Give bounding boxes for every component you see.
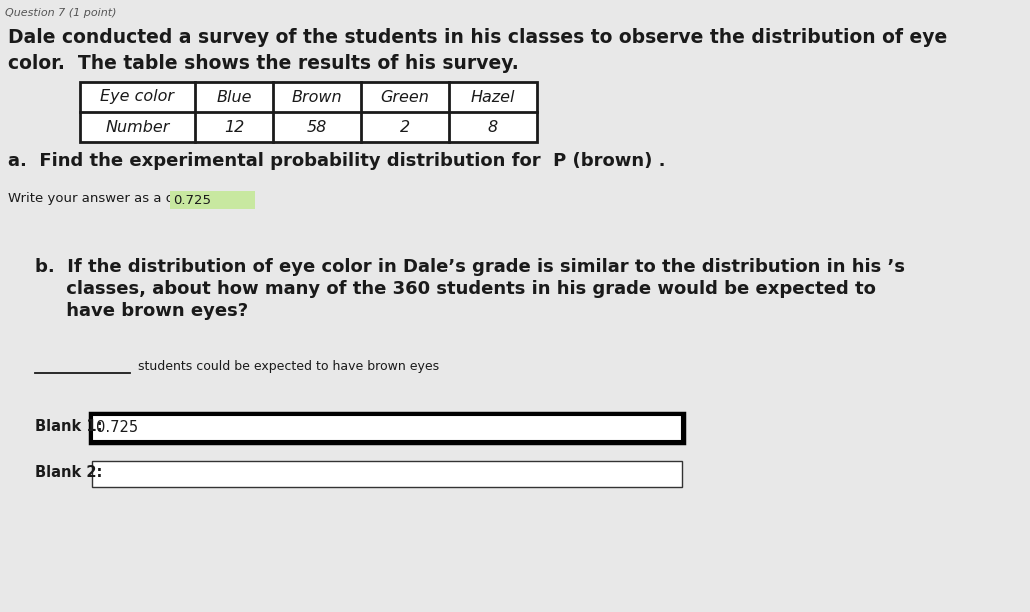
FancyBboxPatch shape [92,461,682,487]
Text: color.  The table shows the results of his survey.: color. The table shows the results of hi… [8,54,519,73]
Text: classes, about how many of the 360 students in his grade would be expected to: classes, about how many of the 360 stude… [35,280,875,298]
Text: a.  Find the experimental probability distribution for  P (brown) .: a. Find the experimental probability dis… [8,152,665,170]
Text: 0.725: 0.725 [173,193,211,206]
Text: 8: 8 [488,119,499,135]
Text: b.  If the distribution of eye color in Dale’s grade is similar to the distribut: b. If the distribution of eye color in D… [35,258,905,276]
FancyBboxPatch shape [80,82,537,142]
Text: have brown eyes?: have brown eyes? [35,302,248,320]
Text: Green: Green [380,89,430,105]
Text: Question 7 (1 point): Question 7 (1 point) [5,8,116,18]
Text: Number: Number [105,119,170,135]
Text: Blank 2:: Blank 2: [35,465,102,480]
Text: Brown: Brown [291,89,342,105]
FancyBboxPatch shape [170,191,255,209]
Text: Dale conducted a survey of the students in his classes to observe the distributi: Dale conducted a survey of the students … [8,28,948,47]
Text: Hazel: Hazel [471,89,515,105]
Text: Write your answer as a decimal:: Write your answer as a decimal: [8,192,222,205]
Text: Blue: Blue [216,89,251,105]
Text: 0.725: 0.725 [96,420,138,436]
Text: 2: 2 [400,119,410,135]
Text: Blank 1:: Blank 1: [35,419,103,434]
FancyBboxPatch shape [92,415,682,441]
Text: students could be expected to have brown eyes: students could be expected to have brown… [138,360,439,373]
Text: Eye color: Eye color [101,89,174,105]
Text: 12: 12 [224,119,244,135]
Text: 58: 58 [307,119,328,135]
